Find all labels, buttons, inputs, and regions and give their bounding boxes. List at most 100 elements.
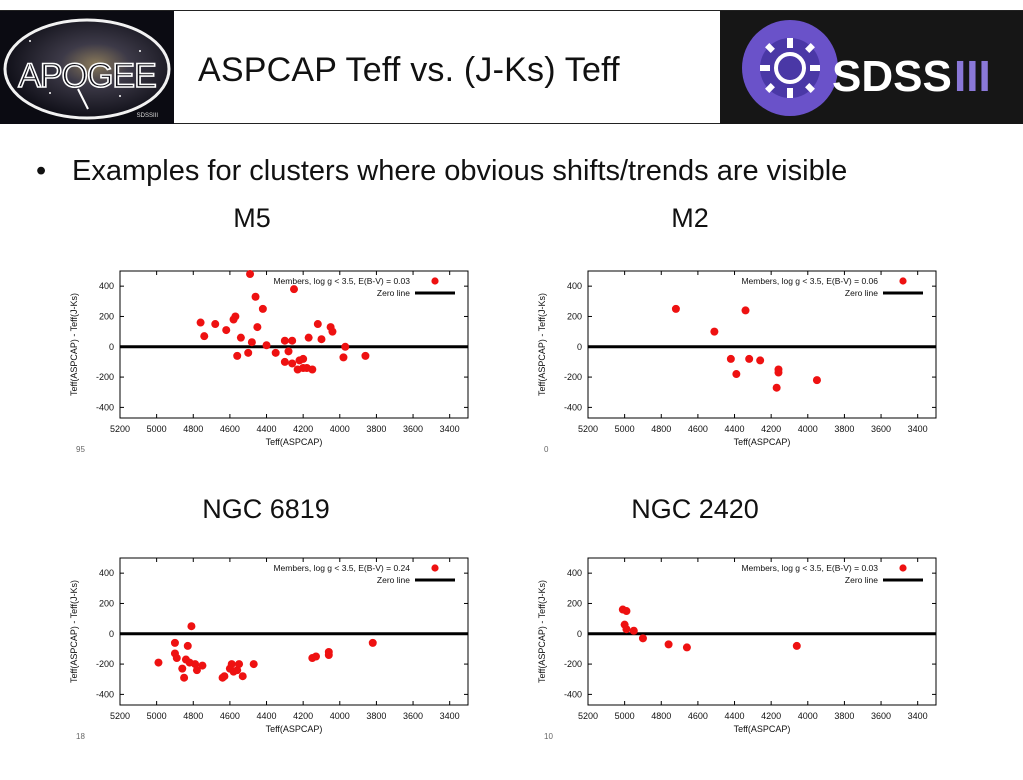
y-tick-label: -400	[96, 689, 114, 699]
data-point	[180, 673, 189, 682]
x-tick-label: 5200	[110, 711, 130, 721]
partial-label: 10	[544, 732, 553, 741]
x-tick-label: 4200	[761, 711, 781, 721]
data-point	[756, 356, 765, 365]
data-point	[629, 626, 638, 635]
data-point	[622, 625, 631, 634]
bullet-marker: •	[36, 155, 47, 187]
x-tick-label: 3600	[403, 711, 423, 721]
x-tick-label: 4400	[257, 711, 277, 721]
data-point	[249, 660, 258, 669]
data-point	[792, 641, 801, 650]
y-tick-label: -200	[96, 659, 114, 669]
slide-title: ASPCAP Teff vs. (J-Ks) Teff	[198, 51, 620, 89]
y-tick-label: -200	[564, 372, 582, 382]
x-tick-label: 5000	[615, 424, 635, 434]
y-tick-label: 0	[577, 629, 582, 639]
data-point	[220, 672, 229, 681]
x-tick-label: 4000	[330, 711, 350, 721]
y-tick-label: 200	[99, 598, 114, 608]
x-tick-label: 4000	[330, 424, 350, 434]
legend-label-zero-line: Zero line	[377, 288, 410, 298]
legend-label-members: Members, log g < 3.5, E(B-V) = 0.03	[273, 276, 410, 286]
data-point	[253, 323, 262, 332]
data-point	[638, 634, 647, 643]
legend-label-zero-line: Zero line	[845, 575, 878, 585]
x-tick-label: 4800	[183, 424, 203, 434]
x-axis-label: Teff(ASPCAP)	[734, 724, 791, 734]
data-point	[178, 664, 187, 673]
svg-text:SDSS: SDSS	[832, 52, 952, 101]
y-tick-label: 200	[567, 598, 582, 608]
data-point	[244, 348, 253, 357]
data-point	[313, 320, 322, 329]
data-point	[170, 638, 179, 647]
x-tick-label: 4800	[651, 711, 671, 721]
y-tick-label: -400	[96, 402, 114, 412]
y-tick-label: -400	[564, 689, 582, 699]
chart-title-ngc6819: NGC 6819	[202, 494, 330, 524]
data-point	[247, 338, 256, 347]
data-point	[251, 292, 260, 301]
x-tick-label: 3800	[834, 424, 854, 434]
partial-label: 0	[544, 445, 549, 454]
data-point	[682, 643, 691, 652]
x-tick-label: 3400	[440, 424, 460, 434]
x-tick-label: 4000	[798, 424, 818, 434]
x-tick-label: 5200	[578, 711, 598, 721]
scatter-plot-ngc2420: -400 -200 0 200 400 5200 5000 4800 4600 4400 4200 4…	[537, 557, 937, 741]
data-point	[172, 654, 181, 663]
y-tick-label: 0	[577, 342, 582, 352]
plot-frame	[587, 557, 937, 706]
x-tick-label: 3600	[871, 711, 891, 721]
scatter-plot-m5: -400 -200 0 200 400 5200 5000 4800 4600 4400 4200 4…	[69, 270, 469, 454]
chart-m2: -400 -200 0 200 400 5200 5000 4800 4600 4400 4200 4…	[528, 265, 948, 455]
data-point	[324, 647, 333, 656]
bullet-item: • Examples for clusters where obvious shi…	[36, 155, 847, 188]
y-tick-label: -200	[96, 372, 114, 382]
data-point	[299, 354, 308, 363]
data-point	[741, 306, 750, 315]
data-point	[671, 304, 680, 313]
x-tick-label: 4600	[220, 424, 240, 434]
y-tick-label: 200	[567, 311, 582, 321]
data-point	[246, 270, 255, 279]
x-tick-label: 3800	[834, 711, 854, 721]
data-point	[227, 660, 236, 669]
legend-label-members: Members, log g < 3.5, E(B-V) = 0.03	[741, 563, 878, 573]
chart-title-ngc2420: NGC 2420	[631, 494, 759, 524]
partial-label: 95	[76, 445, 85, 454]
scatter-plot-ngc6819: -400 -200 0 200 400 5200 5000 4800 4600 4400 4200 4…	[69, 557, 469, 741]
header-bar: APOGEE SDSSIII ASPCAP Teff vs. (J-Ks) Te…	[0, 10, 1023, 124]
data-point	[745, 354, 754, 363]
data-point	[211, 320, 220, 329]
x-tick-label: 3400	[440, 711, 460, 721]
chart-ngc2420: -400 -200 0 200 400 5200 5000 4800 4600 4400 4200 4…	[528, 552, 948, 742]
data-point	[236, 333, 245, 342]
y-axis-label: Teff(ASPCAP) - Teff(J-Ks)	[537, 580, 547, 683]
y-tick-label: -400	[564, 402, 582, 412]
data-point	[258, 304, 267, 313]
data-point	[774, 368, 783, 377]
data-point	[622, 607, 631, 616]
plot-frame	[587, 270, 937, 419]
legend-label-members: Members, log g < 3.5, E(B-V) = 0.24	[273, 563, 410, 573]
data-point	[222, 326, 231, 335]
x-tick-label: 4600	[688, 424, 708, 434]
x-tick-label: 4200	[293, 711, 313, 721]
data-point	[187, 622, 196, 631]
x-tick-label: 3600	[403, 424, 423, 434]
data-point	[284, 347, 293, 356]
legend-marker-members	[431, 277, 439, 285]
x-tick-label: 4400	[257, 424, 277, 434]
x-tick-label: 4600	[688, 711, 708, 721]
data-point	[288, 336, 297, 345]
data-point	[328, 327, 337, 336]
data-point	[664, 640, 673, 649]
data-point	[290, 285, 298, 294]
x-axis-label: Teff(ASPCAP)	[266, 437, 323, 447]
x-tick-label: 4800	[183, 711, 203, 721]
data-point	[198, 661, 207, 670]
data-point	[191, 660, 200, 669]
x-tick-label: 4400	[725, 711, 745, 721]
